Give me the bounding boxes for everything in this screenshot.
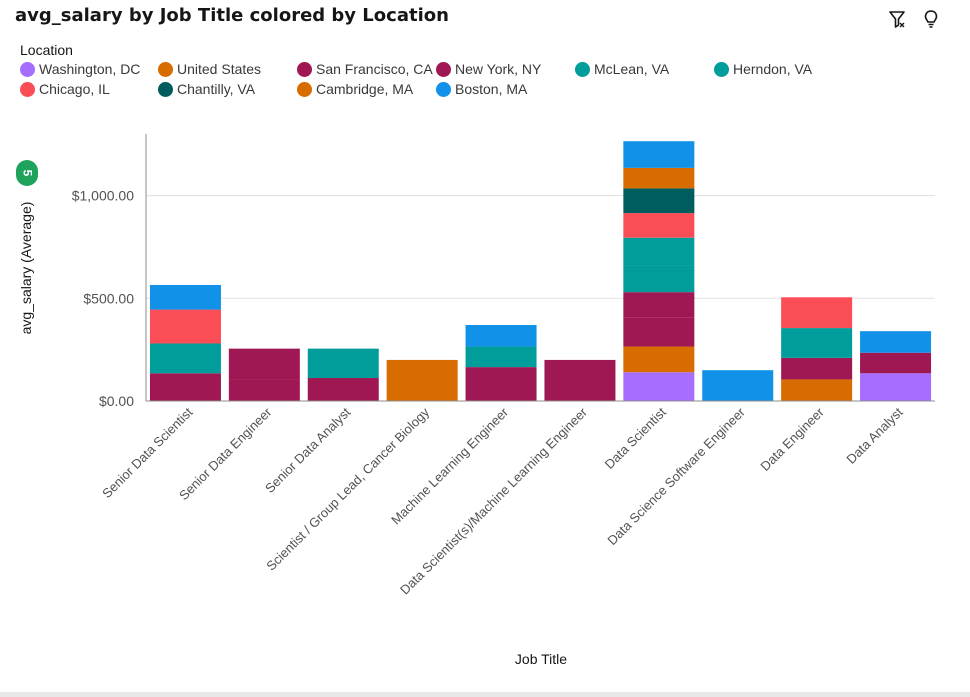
bar-segment[interactable]	[702, 370, 774, 401]
legend-item[interactable]: Chicago, IL	[20, 81, 110, 97]
legend-item[interactable]: McLean, VA	[575, 61, 669, 77]
bar-segment[interactable]	[149, 373, 221, 401]
bar-segment[interactable]	[623, 188, 695, 214]
bar-segment[interactable]	[307, 348, 379, 378]
bar-segment[interactable]	[386, 359, 458, 401]
legend-label: Cambridge, MA	[316, 81, 414, 97]
bar-segment[interactable]	[149, 343, 221, 374]
x-tick-label: Data Science Software Engineer	[604, 404, 748, 548]
bar-segment[interactable]	[781, 379, 853, 401]
x-axis-label: Job Title	[514, 651, 568, 667]
bar-segment[interactable]	[623, 346, 695, 373]
legend-swatch	[20, 81, 35, 97]
x-tick-label: Scientist / Group Lead, Cancer Biology	[263, 404, 432, 573]
legend-swatch	[436, 81, 451, 97]
legend-label: McLean, VA	[594, 61, 670, 77]
bar-segment[interactable]	[860, 352, 932, 374]
legend-label: Chicago, IL	[39, 81, 110, 97]
bar-segment[interactable]	[465, 367, 537, 401]
bar-segment[interactable]	[149, 309, 221, 344]
filter-icon[interactable]	[888, 9, 906, 29]
legend-item[interactable]: United States	[158, 61, 261, 77]
legend-item[interactable]: Chantilly, VA	[158, 81, 255, 97]
bar-segment[interactable]	[781, 357, 853, 380]
legend-item[interactable]: Washington, DC	[20, 61, 140, 77]
chart-toolbar	[888, 9, 940, 29]
bar-segment[interactable]	[623, 213, 695, 238]
bar-segment[interactable]	[623, 317, 695, 347]
x-tick-label: Data Scientist(s)/Machine Learning Engin…	[397, 404, 590, 597]
y-tick-label: $500.00	[83, 290, 134, 306]
legend-title: Location	[20, 42, 73, 58]
x-tick-label: Data Analyst	[843, 404, 905, 466]
legend-swatch	[297, 81, 312, 97]
bar-segment[interactable]	[465, 346, 537, 368]
bar-segment[interactable]	[544, 359, 616, 401]
y-tick-label: $1,000.00	[72, 188, 134, 204]
legend-label: Boston, MA	[455, 81, 528, 97]
bar-segment[interactable]	[860, 331, 932, 353]
legend-label: Washington, DC	[39, 61, 141, 77]
legend-swatch	[575, 61, 590, 77]
legend-label: United States	[177, 61, 262, 77]
chart-title: avg_salary by Job Title colored by Locat…	[15, 5, 449, 26]
x-tick-label: Data Scientist	[602, 404, 670, 472]
legend-label: Chantilly, VA	[177, 81, 256, 97]
x-tick-label: Data Engineer	[757, 404, 827, 474]
bar-segment[interactable]	[860, 373, 932, 401]
legend-swatch	[20, 61, 35, 77]
legend-label: Herndon, VA	[733, 61, 813, 77]
bar-segment[interactable]	[149, 284, 221, 310]
legend-item[interactable]: San Francisco, CA	[297, 61, 433, 77]
x-tick-label: Senior Data Analyst	[262, 404, 354, 496]
legend-item[interactable]: Herndon, VA	[714, 61, 812, 77]
bar-segment[interactable]	[623, 141, 695, 168]
bar-segment[interactable]	[623, 265, 695, 293]
bar-segment[interactable]	[623, 292, 695, 318]
legend-item[interactable]: Boston, MA	[436, 81, 527, 97]
legend-label: New York, NY	[455, 61, 542, 77]
bottom-border	[0, 692, 970, 697]
bar-segment[interactable]	[781, 328, 853, 358]
bar-segment[interactable]	[623, 237, 695, 266]
y-tick-label: $0.00	[99, 393, 134, 409]
legend-swatch	[158, 81, 173, 97]
legend-item[interactable]: New York, NY	[436, 61, 541, 77]
bar-segment[interactable]	[623, 372, 695, 401]
bar-segment[interactable]	[781, 297, 853, 329]
lightbulb-icon[interactable]	[922, 9, 940, 29]
legend-swatch	[158, 61, 173, 77]
legend-swatch	[297, 61, 312, 77]
bar-segment[interactable]	[623, 167, 695, 189]
bar-segment[interactable]	[228, 348, 300, 380]
count-badge: 5	[16, 160, 38, 186]
legend-label: San Francisco, CA	[316, 61, 433, 77]
legend-item[interactable]: Cambridge, MA	[297, 81, 413, 97]
bar-segment[interactable]	[465, 325, 537, 347]
legend-swatch	[436, 61, 451, 77]
bar-segment[interactable]	[228, 379, 300, 401]
legend-swatch	[714, 61, 729, 77]
bar-segment[interactable]	[307, 377, 379, 401]
